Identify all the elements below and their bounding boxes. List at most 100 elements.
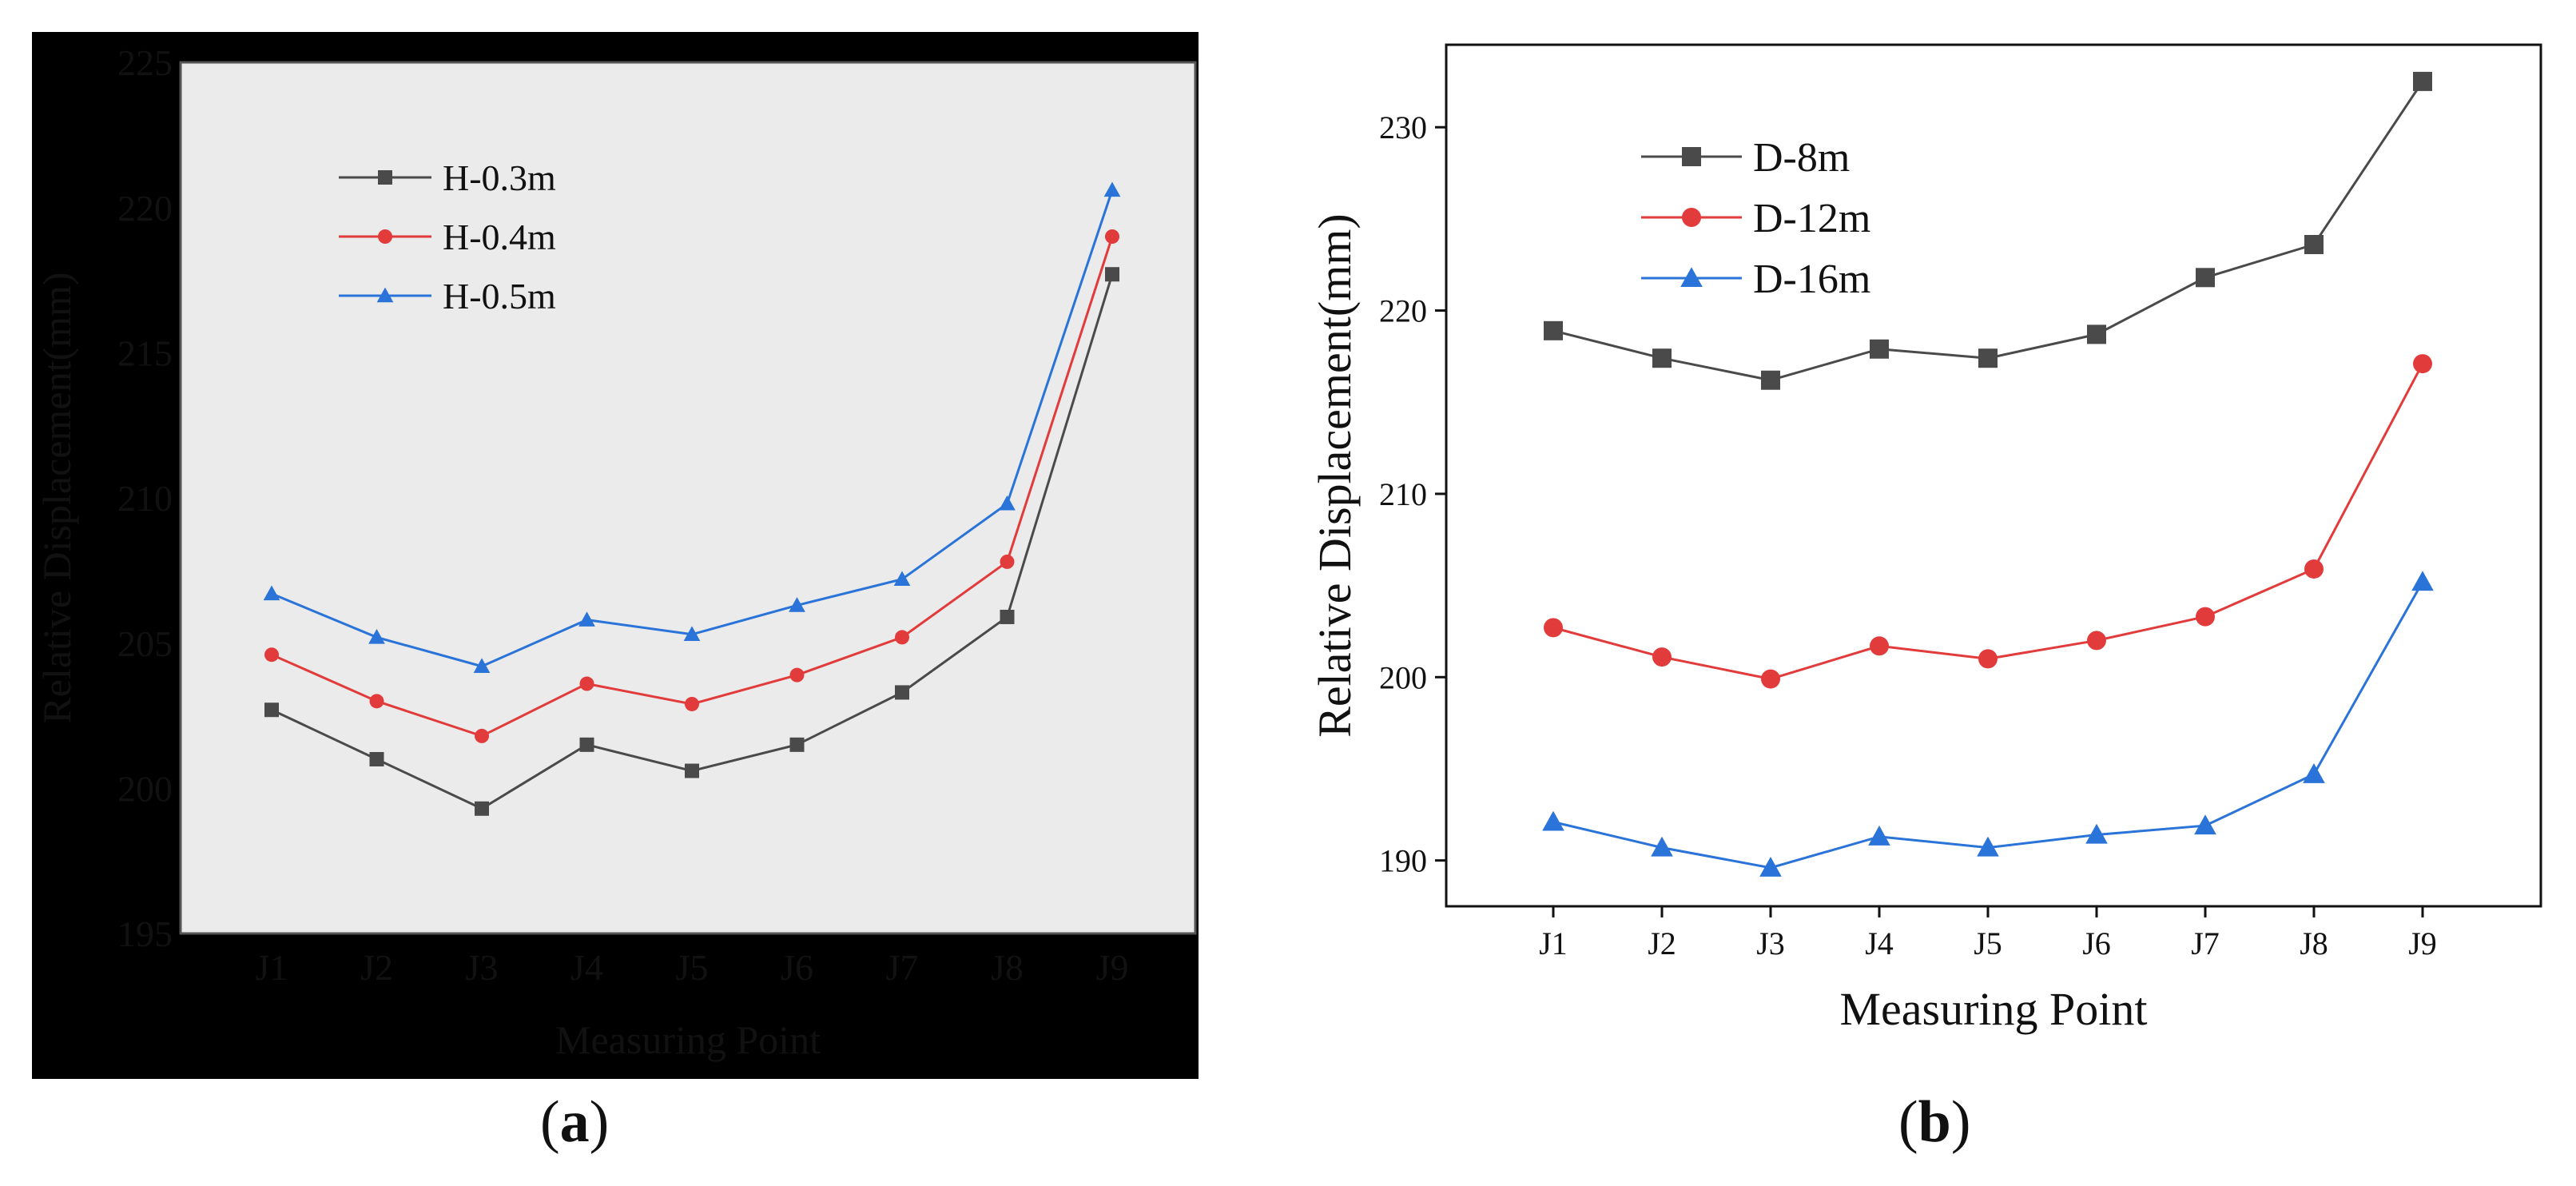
legend-label: H-0.5m [443,276,556,316]
legend-entry: H-0.4m [339,217,556,257]
y-tick-label: 230 [1379,109,1427,145]
data-point [685,696,699,711]
data-point [895,630,909,645]
data-point [2196,268,2215,288]
y-axis-title: Relative Displacement(mm) [1309,213,1361,738]
legend-label: D-16m [1753,257,1870,302]
series-line [1552,363,2424,681]
y-tick-label: 200 [117,768,173,809]
legend-entry: H-0.3m [339,157,556,198]
series-D-12m [1544,354,2432,689]
data-point [578,611,595,627]
data-point [1000,554,1015,569]
data-point [1105,267,1119,282]
data-point [264,702,279,718]
panel-label-b: (b) [1898,1089,1971,1155]
data-point [685,763,699,778]
x-tick-label: J5 [1974,925,2002,961]
data-point [1544,320,1563,340]
data-point [2411,571,2434,591]
x-tick-label: J8 [991,947,1024,988]
legend-entry: D-8m [1641,135,1850,181]
x-tick-label: J7 [2191,925,2220,961]
plot-frame [1445,43,2542,908]
chart-a: 195 200 205 210 215 220 225 J1 J2 J3 J4 J5 J6 J7 J8 J9 M… [34,42,1197,1062]
data-point [999,495,1016,511]
legend-marker [1682,147,1701,166]
y-tick-label: 215 [117,332,173,373]
legend-marker [1682,208,1701,227]
plot-frame [179,61,1197,935]
data-point [2413,71,2432,91]
data-point [1544,618,1563,638]
x-tick-label: J2 [360,947,393,988]
x-tick-label: J2 [1648,925,1676,961]
data-point [683,626,701,642]
data-point [1103,181,1121,197]
panel-label-b-letter: b [1918,1089,1951,1155]
y-tick-label: 225 [117,42,173,83]
data-point [369,752,384,766]
data-point [579,676,594,691]
legend-entry: H-0.5m [339,276,556,316]
data-point [263,585,280,601]
data-point [369,694,384,709]
series-H-0.4m [264,229,1119,743]
series-D-16m [1542,571,2434,877]
legend-marker [378,229,392,244]
data-point [1977,836,1999,857]
data-point [895,685,909,700]
series-line [1552,581,2424,870]
data-point [1652,647,1672,667]
data-point [264,647,279,663]
legend-marker [1680,267,1703,288]
y-tick-label: 200 [1379,659,1427,695]
x-axis-title: Measuring Point [555,1017,821,1062]
data-point [473,658,491,674]
x-tick-label: J9 [1096,947,1129,988]
x-tick-label: J3 [1756,925,1785,961]
data-point [2304,235,2324,255]
x-axis-title: Measuring Point [1839,983,2147,1035]
y-tick-label: 210 [117,478,173,519]
panel-label-a-letter: a [559,1089,590,1155]
x-tick-label: J1 [1539,925,1568,961]
data-point [1978,649,1998,669]
data-point [1105,229,1119,244]
data-point [2085,823,2108,844]
y-axis-title: Relative Displacement(mm) [34,272,79,723]
y-tick-label: 195 [117,913,173,954]
legend-entry: D-16m [1641,257,1870,302]
x-tick-label: J1 [256,947,288,988]
legend-label: D-12m [1753,196,1870,241]
series-H-0.5m [263,181,1121,674]
data-point [475,728,489,743]
data-point [2087,631,2106,651]
x-tick-label: J6 [2082,925,2111,961]
data-point [1759,857,1782,877]
y-tick-label: 220 [117,188,173,229]
x-tick-label: J8 [2300,925,2328,961]
data-point [2303,763,2325,783]
data-point [2194,814,2216,835]
data-point [1978,348,1998,368]
legend-label: D-8m [1753,135,1850,181]
x-tick-label: J4 [1865,925,1894,961]
legend-entry: D-12m [1641,196,1870,241]
data-point [475,801,489,816]
data-point [2413,354,2432,374]
data-point [1870,636,1889,656]
data-point [1000,609,1015,624]
y-tick-label: 205 [117,623,173,664]
legend-marker [376,287,394,303]
data-point [893,571,911,587]
series-D-8m [1544,71,2432,390]
data-point [579,737,594,752]
data-point [1651,836,1673,857]
legend-label: H-0.4m [443,217,556,257]
x-tick-label: J6 [781,947,813,988]
legend-marker [378,170,392,185]
data-point [789,667,805,683]
data-point [368,629,385,644]
